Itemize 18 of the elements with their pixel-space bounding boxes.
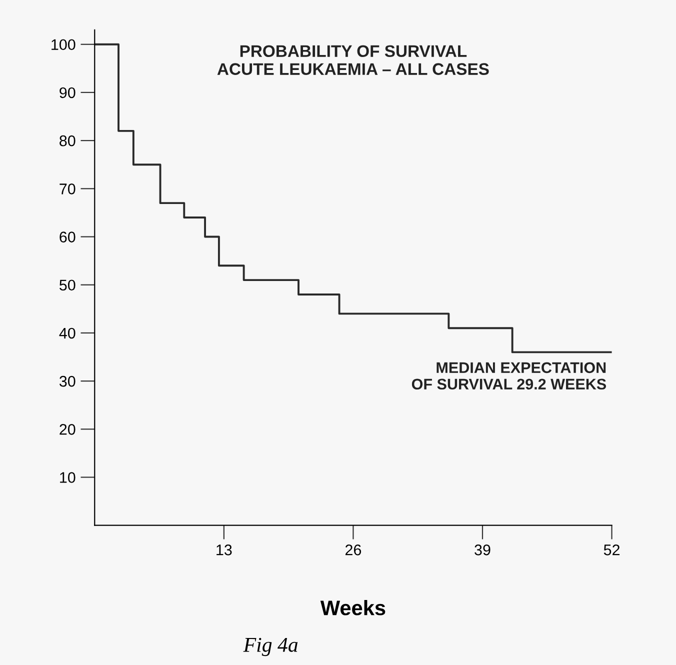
y-tick-label: 70: [60, 184, 76, 194]
y-tick-label: 20: [60, 424, 76, 435]
y-tick-label: 10: [60, 472, 76, 483]
y-tick-label: 40: [59, 328, 76, 339]
y-tick-label: 30: [59, 376, 76, 387]
x-tick-label: 52: [604, 544, 620, 556]
x-tick-label: 26: [345, 544, 362, 556]
x-axis-title: Weeks: [320, 600, 386, 616]
caption: Fig 4a: [243, 638, 298, 656]
text: PROBABILITY OF SURVIVAL ACUTE LEUKAEMIA – ALL CASES: [217, 45, 489, 75]
y-tick-label: 50: [60, 280, 76, 291]
x-tick-label: 39: [474, 544, 490, 556]
y-tick-label: 90: [60, 87, 76, 98]
y-tick-label: 100: [52, 39, 76, 50]
y-tick-label: 60: [60, 232, 76, 242]
x-tick-label: 13: [216, 544, 232, 556]
annotation: MEDIAN EXPECTATION OF SURVIVAL 29.2 WEEKS: [412, 362, 606, 390]
y-tick-label: 80: [60, 135, 76, 146]
